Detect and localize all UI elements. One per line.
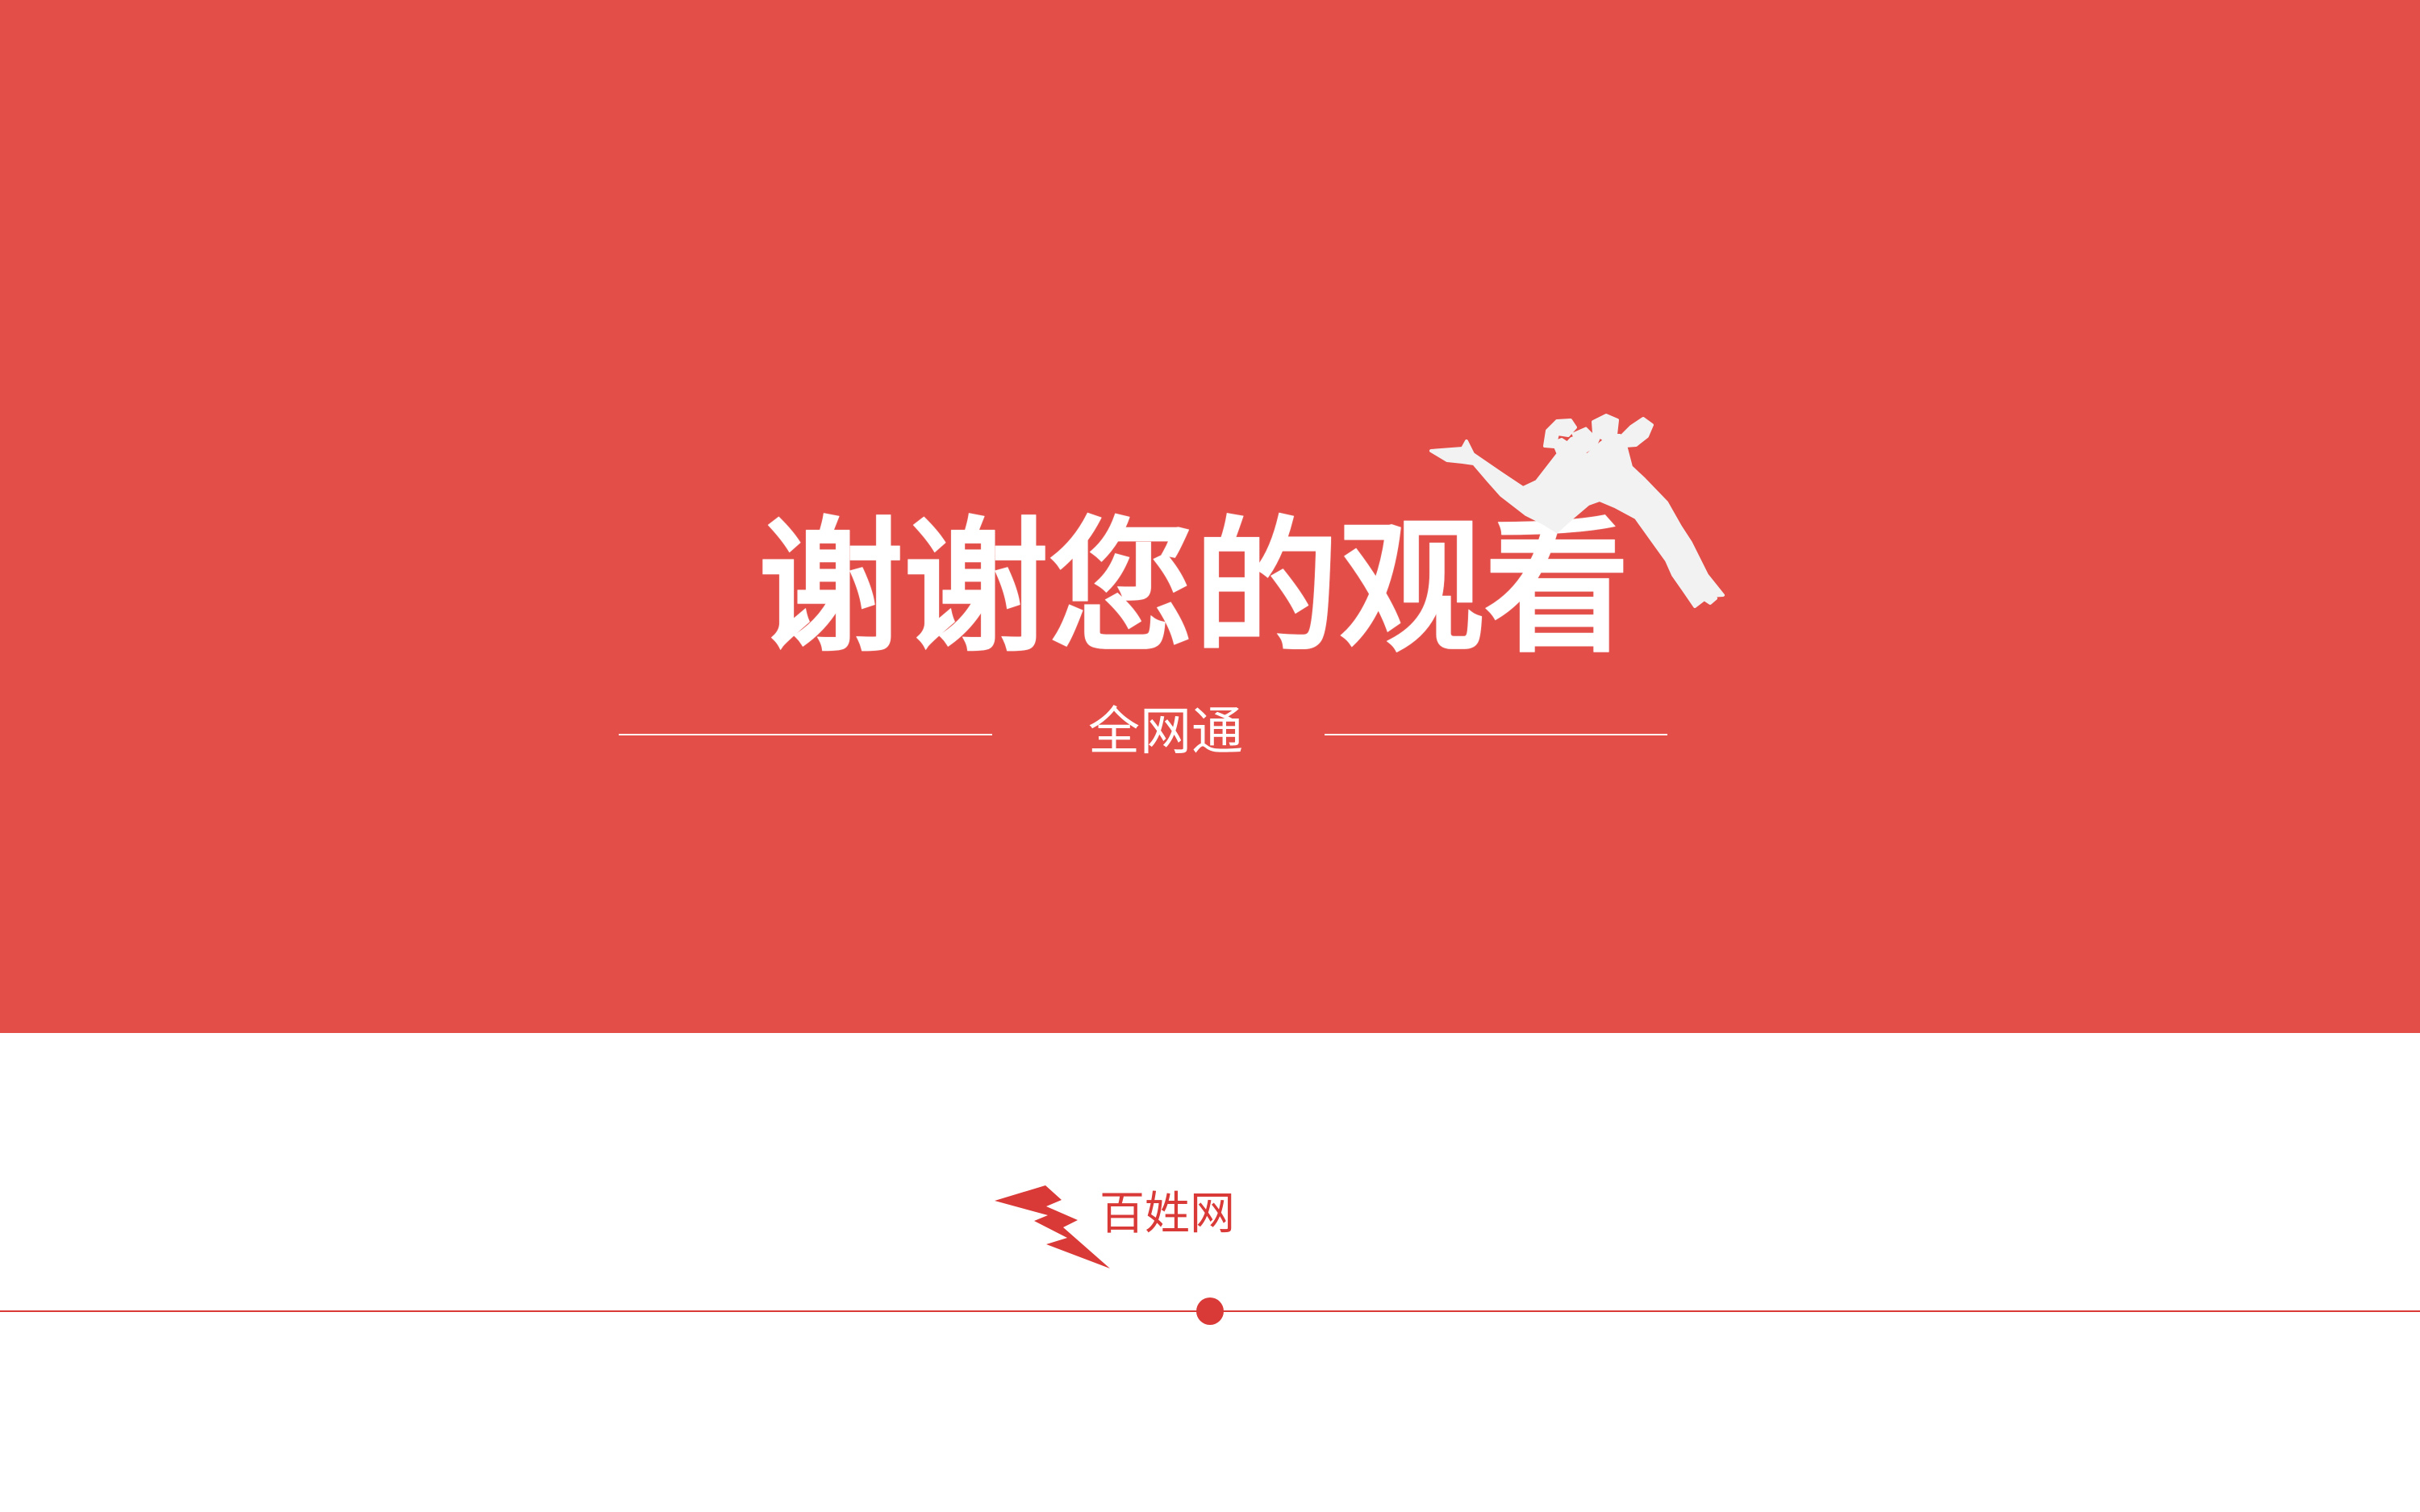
thank-you-title: 谢谢您的观看: [758, 504, 1630, 673]
right-divider-line: [1325, 734, 1667, 735]
hero-red-section: [0, 0, 2420, 1033]
running-person-icon: [1429, 414, 1725, 608]
brand-name: 百姓网: [1099, 1188, 1235, 1240]
subtitle: 全网通: [1088, 702, 1243, 762]
center-dot: [1196, 1297, 1224, 1325]
lightning-bolt-icon: [995, 1185, 1110, 1268]
left-divider-line: [619, 734, 992, 735]
